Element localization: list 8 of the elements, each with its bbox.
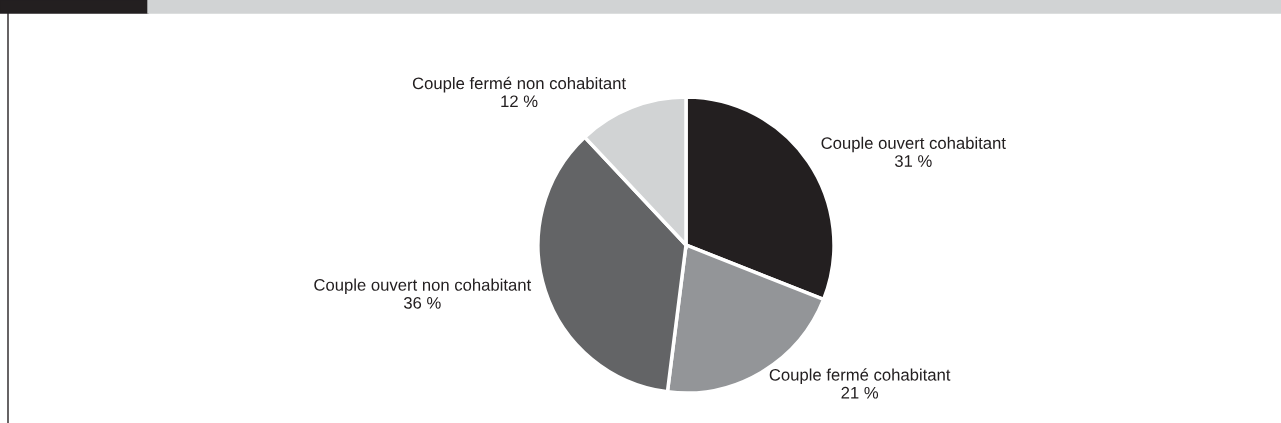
data-label: 21 % [841, 386, 879, 399]
data-label: 36 % [403, 296, 441, 309]
slice-label: Couple ouvert non cohabitant [314, 278, 532, 295]
slice-label: Couple ouvert cohabitant [821, 136, 1006, 153]
data-label: 12 % [501, 95, 538, 108]
slice-label: Couple fermé non cohabitant [412, 76, 626, 93]
data-label: 31 % [894, 155, 932, 167]
slice-label: Couple fermé cohabitant [769, 368, 951, 385]
